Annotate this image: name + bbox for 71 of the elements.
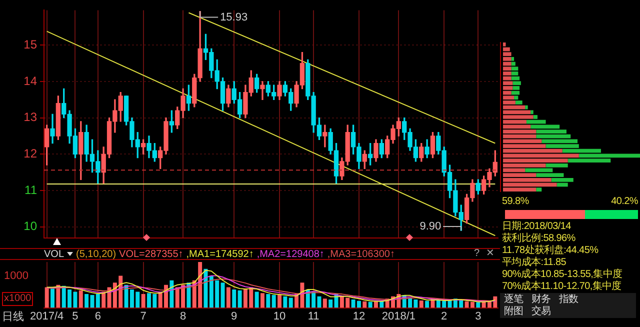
- y-tick-label: 11: [24, 182, 38, 197]
- y-tick-label: 15: [24, 37, 38, 52]
- bar: [425, 300, 430, 308]
- bar: [476, 302, 480, 308]
- text: 日期:2018/03/14: [501, 221, 572, 232]
- bar: [226, 287, 230, 308]
- chart-subtitle: (5,10,20): [76, 249, 116, 260]
- x-tick-label: 9: [231, 310, 238, 322]
- bar: [328, 300, 333, 308]
- bar: [419, 300, 424, 308]
- bar: [44, 287, 49, 308]
- y-tick-label: 10: [24, 219, 38, 234]
- text: 1000: [4, 270, 28, 282]
- x-tick-label: 8: [180, 310, 186, 322]
- y-tick-label: 12: [24, 146, 38, 160]
- text: 交易: [531, 306, 551, 318]
- text: ,MA2=129408↑: [256, 249, 324, 260]
- bar: [170, 280, 174, 308]
- x-tick-label: 5: [72, 310, 78, 322]
- text: ?: [474, 248, 480, 260]
- text: 90%成本10.85-13.55,集中度: [501, 269, 624, 280]
- bar: [530, 110, 534, 114]
- text: ✕: [486, 248, 494, 260]
- x-tick-label: 7: [140, 310, 146, 322]
- text: ,MA3=106300↑: [327, 249, 395, 260]
- x-tick-label: 2017/4: [30, 310, 64, 322]
- x-tick-label: 10: [273, 310, 286, 322]
- bar: [260, 293, 264, 308]
- bar: [362, 301, 367, 308]
- text: 11.78处获利盘:44.45%: [501, 245, 600, 256]
- bar: [96, 294, 100, 308]
- x-tick-label: 2: [441, 310, 448, 322]
- bar: [536, 188, 542, 192]
- bar: [50, 288, 54, 308]
- y-tick-label: 13: [24, 110, 38, 124]
- bar: [266, 294, 270, 308]
- text: 指数: [558, 294, 578, 306]
- series-label: VOL=287355↑: [119, 249, 184, 260]
- chart-title: VOL: [44, 249, 64, 260]
- text: 日线: [2, 311, 24, 323]
- x-tick-label: 12: [352, 310, 366, 322]
- text: 70%成本11.10-12.70,集中度: [501, 281, 622, 293]
- y-tick-label: 14: [24, 74, 38, 88]
- bar: [84, 294, 89, 308]
- bar: [283, 296, 288, 308]
- annotation: 15.93: [220, 11, 248, 24]
- x-tick-label: 3: [475, 310, 482, 322]
- annotation: 9.90: [420, 220, 442, 233]
- bar: [368, 302, 372, 308]
- bar: [288, 298, 293, 308]
- text: 59.8%: [502, 196, 529, 208]
- text: 附图: [504, 306, 524, 318]
- x-tick-label: 2018/1: [382, 310, 416, 322]
- bar: [232, 289, 236, 308]
- bar: [272, 294, 276, 308]
- text: 获利比例:58.96%: [501, 233, 576, 244]
- text: 平均成本:11.85: [501, 257, 568, 268]
- text: 40.2%: [611, 196, 638, 208]
- bar: [141, 294, 146, 308]
- bar: [78, 290, 83, 308]
- text: 财务: [531, 294, 551, 306]
- text: x1000: [2, 292, 34, 306]
- bar: [238, 290, 242, 308]
- text: 逐笔: [504, 294, 524, 306]
- bar: [278, 294, 282, 308]
- x-tick-label: 6: [94, 310, 101, 322]
- bar: [254, 292, 259, 308]
- bar: [322, 298, 327, 308]
- x-tick-label: 11: [308, 310, 320, 322]
- series-label: ,MA1=174592↑: [186, 249, 254, 260]
- bar: [525, 105, 528, 110]
